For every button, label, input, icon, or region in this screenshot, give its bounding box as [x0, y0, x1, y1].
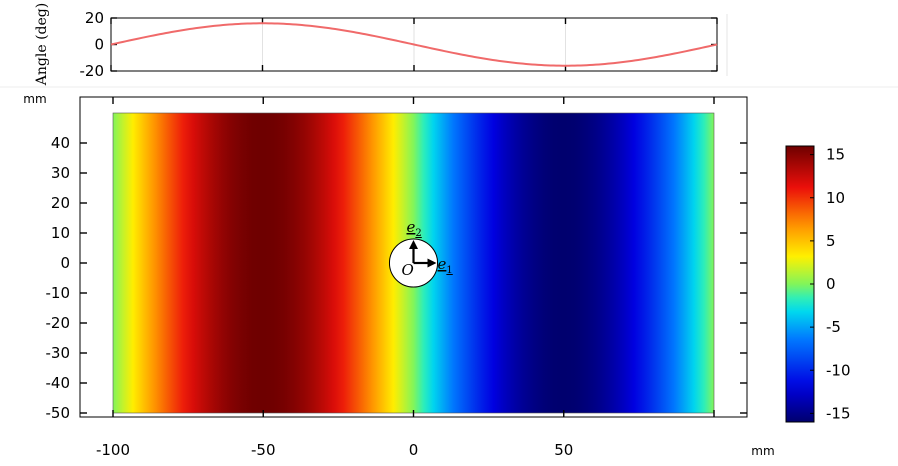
colorbar-ticks	[810, 154, 814, 414]
angle-y-tick-label: 0	[94, 36, 104, 54]
field-y-tick-label: -40	[46, 374, 71, 392]
field-x-tick-label: 0	[409, 441, 419, 459]
angle-plot-tick-labels: 20 0 -20	[80, 9, 105, 80]
e1-arrowhead	[427, 258, 437, 268]
e2-label: e2	[407, 218, 422, 239]
e1-label: e1	[438, 255, 453, 276]
x-unit-label: mm	[751, 444, 774, 458]
colorbar: 15 10 5 0 -5 -10 -15	[785, 145, 851, 423]
field-y-tick-label: -20	[46, 314, 71, 332]
field-y-tick-label: -30	[46, 344, 71, 362]
field-y-tick-label: 0	[60, 254, 70, 272]
field-x-tick-label: -50	[251, 441, 276, 459]
colorbar-tick-label: -5	[826, 318, 841, 336]
colorbar-tick-label: 0	[826, 275, 836, 293]
colorbar-tick-labels: 15 10 5 0 -5 -10 -15	[826, 146, 851, 423]
field-y-tick-labels: 40 30 20 10 0 -10 -20 -30 -40 -50	[46, 134, 71, 422]
field-plot-ticks	[80, 97, 747, 417]
angle-axis-title: Angle (deg)	[34, 3, 50, 86]
colorbar-tick-label: 5	[826, 232, 836, 250]
field-y-tick-label: 30	[51, 164, 70, 182]
angle-series-line	[110, 22, 718, 67]
colorbar-gradient-bar	[785, 145, 815, 423]
field-x-tick-labels: -100 -50 0 50	[96, 441, 573, 459]
field-y-tick-label: 20	[51, 194, 70, 212]
field-y-tick-label: -10	[46, 284, 71, 302]
field-y-tick-label: -50	[46, 404, 71, 422]
colorbar-tick-label: -10	[826, 361, 851, 379]
field-plot: O e1 e2 -100 -50 0 50 40 30 20 10 0 -10 -20 -30 -40…	[23, 92, 774, 459]
colorbar-tick-label: -15	[826, 404, 851, 422]
origin-label: O	[402, 261, 414, 279]
colorbar-tick-label: 10	[826, 189, 845, 207]
y-unit-label: mm	[23, 92, 46, 106]
basis-vectors: O e1 e2	[402, 218, 453, 279]
field-y-tick-label: 10	[51, 224, 70, 242]
angle-y-tick-label: -20	[80, 62, 105, 80]
angle-y-tick-label: 20	[85, 9, 104, 27]
field-y-tick-label: 40	[51, 134, 70, 152]
colorbar-tick-label: 15	[826, 146, 845, 164]
field-x-tick-label: 50	[554, 441, 573, 459]
angle-plot: 20 0 -20 Angle (deg)	[34, 3, 728, 86]
e2-arrowhead	[409, 240, 418, 249]
field-x-tick-label: -100	[96, 441, 130, 459]
